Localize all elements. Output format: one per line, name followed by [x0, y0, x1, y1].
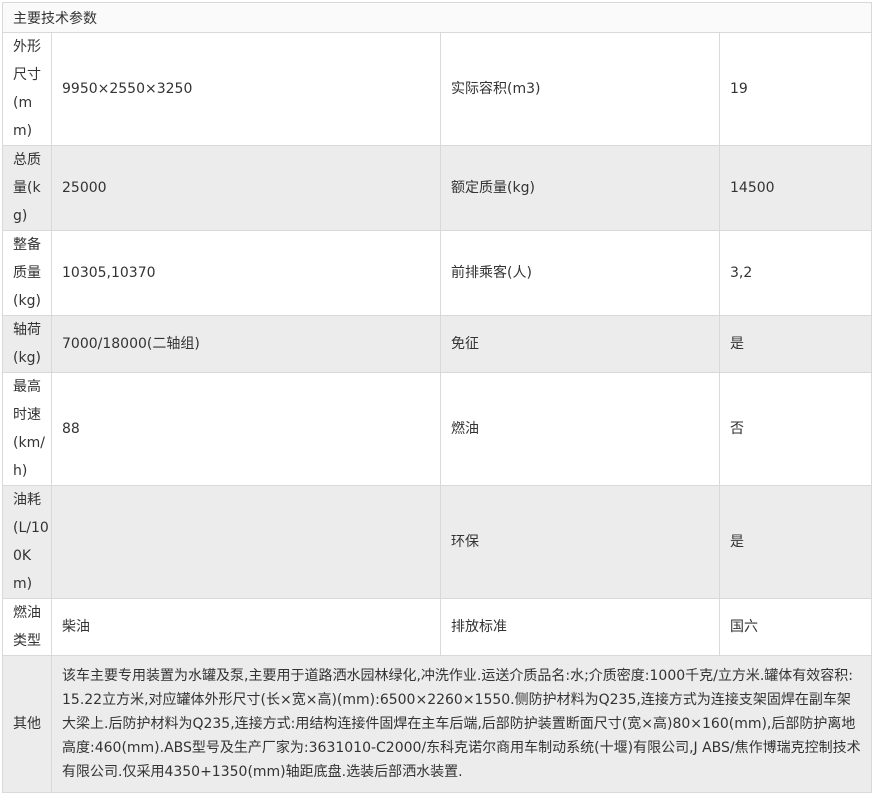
other-description-text: 该车主要专用装置为水罐及泵,主要用于道路洒水园林绿化,冲洗作业.运送介质品名:水… [51, 655, 872, 793]
table-row: 油耗(L/100Km) 环保 是 [2, 485, 872, 599]
table-row: 最高时速(km/h) 88 燃油 否 [2, 372, 872, 486]
table-title-row: 主要技术参数 [2, 2, 872, 33]
table-title: 主要技术参数 [2, 2, 872, 33]
param-value-cell: 9950×2550×3250 [51, 32, 441, 146]
param-label-cell: 轴荷(kg) [2, 315, 52, 373]
param-value-cell: 88 [51, 372, 441, 486]
table-row: 燃油类型 柴油 排放标准 国六 [2, 598, 872, 656]
param-value-cell: 7000/18000(二轴组) [51, 315, 441, 373]
param-value-cell: 国六 [719, 598, 872, 656]
param-value-cell: 10305,10370 [51, 230, 441, 316]
param-label-cell: 整备质量(kg) [2, 230, 52, 316]
param-value-cell: 是 [719, 485, 872, 599]
param-label-cell: 燃油类型 [2, 598, 52, 656]
param-value-cell [51, 485, 441, 599]
param-value-cell: 3,2 [719, 230, 872, 316]
param-label-cell: 油耗(L/100Km) [2, 485, 52, 599]
param-label-cell: 其他 [2, 655, 52, 793]
param-label-cell: 最高时速(km/h) [2, 372, 52, 486]
param-label-cell: 实际容积(m3) [440, 32, 720, 146]
table-row: 整备质量(kg) 10305,10370 前排乘客(人) 3,2 [2, 230, 872, 316]
param-label-cell: 外形尺寸(mm) [2, 32, 52, 146]
table-row: 轴荷(kg) 7000/18000(二轴组) 免征 是 [2, 315, 872, 373]
param-value-cell: 25000 [51, 145, 441, 231]
param-value-cell: 柴油 [51, 598, 441, 656]
param-label-cell: 排放标准 [440, 598, 720, 656]
param-label-cell: 环保 [440, 485, 720, 599]
table-row: 外形尺寸(mm) 9950×2550×3250 实际容积(m3) 19 [2, 32, 872, 146]
param-value-cell: 否 [719, 372, 872, 486]
param-label-cell: 燃油 [440, 372, 720, 486]
param-value-cell: 19 [719, 32, 872, 146]
param-value-cell: 是 [719, 315, 872, 373]
param-label-cell: 前排乘客(人) [440, 230, 720, 316]
param-label-cell: 额定质量(kg) [440, 145, 720, 231]
param-value-cell: 14500 [719, 145, 872, 231]
param-label-cell: 总质量(kg) [2, 145, 52, 231]
param-label-cell: 免征 [440, 315, 720, 373]
table-row-other: 其他 该车主要专用装置为水罐及泵,主要用于道路洒水园林绿化,冲洗作业.运送介质品… [2, 655, 872, 793]
table-row: 总质量(kg) 25000 额定质量(kg) 14500 [2, 145, 872, 231]
